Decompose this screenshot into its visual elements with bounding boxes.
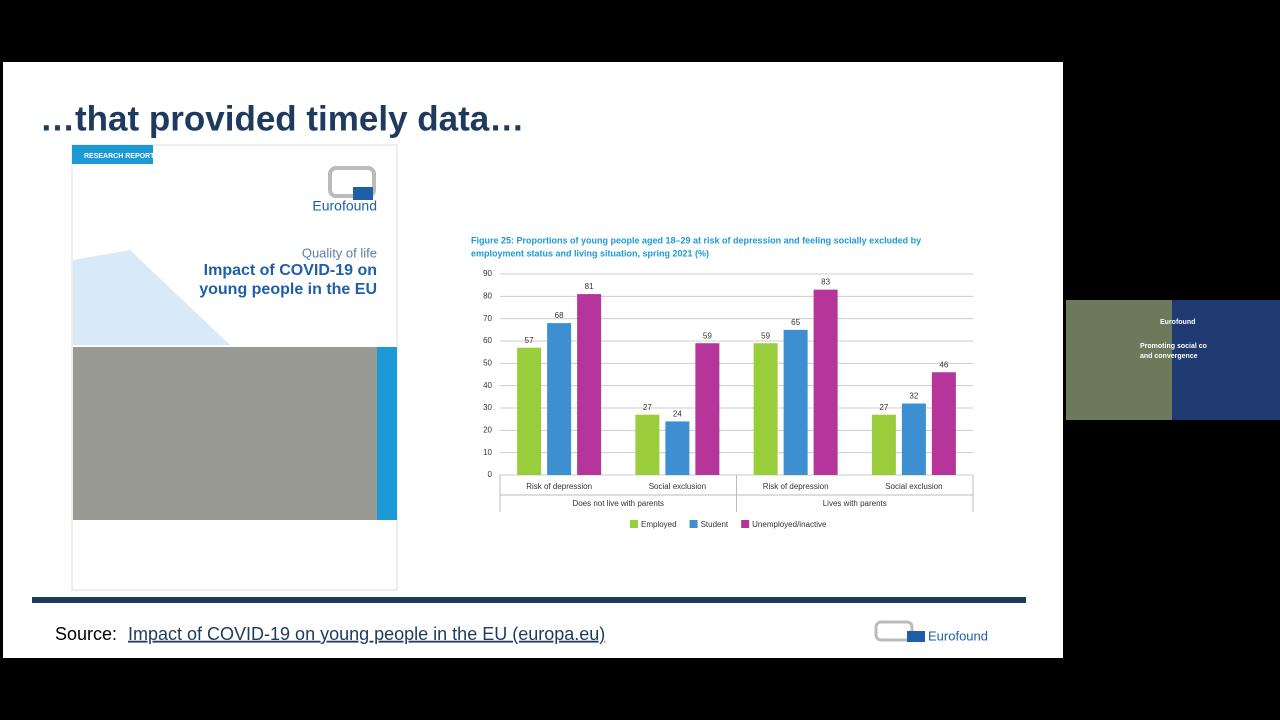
bar	[783, 329, 808, 475]
legend-label: Unemployed/inactive	[752, 520, 827, 529]
y-tick-label: 60	[483, 336, 492, 345]
value-label: 27	[643, 403, 652, 412]
value-label: 46	[939, 360, 948, 369]
cover-series: Quality of life	[302, 245, 377, 260]
y-tick-label: 30	[483, 403, 492, 412]
value-label: 68	[555, 311, 564, 320]
bar	[695, 343, 720, 475]
bar	[901, 403, 926, 475]
value-label: 59	[703, 331, 712, 340]
cover-title: young people in the EU	[199, 281, 377, 298]
y-tick-label: 70	[483, 314, 492, 323]
bar	[753, 343, 778, 475]
eu-flag	[353, 187, 373, 200]
value-label: 27	[879, 403, 888, 412]
video-tile	[1172, 300, 1280, 420]
y-tick-label: 80	[483, 291, 492, 300]
footer-logo: Eurofound	[928, 628, 988, 643]
eu-flag	[907, 631, 925, 642]
cover-photo	[73, 347, 377, 520]
bar	[871, 414, 896, 475]
video-tile	[1066, 300, 1172, 420]
y-tick-label: 10	[483, 448, 492, 457]
legend-label: Student	[701, 520, 729, 529]
y-tick-label: 40	[483, 381, 492, 390]
group-label: Does not live with parents	[572, 499, 664, 508]
x-tick-label: Social exclusion	[649, 482, 706, 491]
bar	[577, 294, 602, 475]
y-tick-label: 0	[488, 470, 493, 479]
cover-logo-icon	[328, 166, 376, 198]
slide-title: …that provided timely data…	[40, 99, 524, 138]
banner-logo: Eurofound	[1160, 319, 1195, 326]
y-tick-label: 50	[483, 358, 492, 367]
legend-swatch	[630, 520, 638, 528]
legend-swatch	[741, 520, 750, 528]
x-tick-label: Social exclusion	[885, 482, 942, 491]
group-label: Lives with parents	[823, 499, 887, 508]
y-tick-label: 20	[483, 425, 492, 434]
x-tick-label: Risk of depression	[763, 482, 829, 491]
value-label: 57	[525, 336, 534, 345]
bar	[635, 414, 660, 475]
divider	[32, 597, 1026, 603]
source-label: Source:	[55, 624, 117, 644]
x-tick-label: Risk of depression	[526, 482, 592, 491]
cover-logo: Eurofound	[312, 198, 377, 214]
legend-swatch	[689, 520, 698, 528]
value-label: 24	[673, 410, 682, 419]
source-link[interactable]: Impact of COVID-19 on young people in th…	[128, 624, 605, 644]
banner-text: Promoting social co	[1140, 343, 1207, 350]
bar	[931, 372, 956, 475]
bar	[813, 289, 838, 475]
cover-stripe	[377, 347, 397, 520]
y-tick-label: 90	[483, 269, 492, 278]
value-label: 81	[585, 282, 594, 291]
chart-title: employment status and living situation, …	[471, 248, 709, 258]
value-label: 65	[791, 318, 800, 327]
value-label: 32	[909, 392, 918, 401]
bar	[665, 421, 690, 475]
value-label: 59	[761, 331, 770, 340]
cover-tag: RESEARCH REPORT	[84, 153, 155, 160]
cover-tag-box	[72, 145, 153, 164]
chart-title: Figure 25: Proportions of young people a…	[471, 235, 921, 245]
bar	[517, 347, 542, 475]
bar	[547, 323, 572, 475]
legend-label: Employed	[641, 520, 677, 529]
cover-shape	[73, 250, 230, 345]
value-label: 83	[821, 278, 830, 287]
cover-title: Impact of COVID-19 on	[204, 262, 377, 279]
banner-text: and convergence	[1140, 353, 1198, 360]
